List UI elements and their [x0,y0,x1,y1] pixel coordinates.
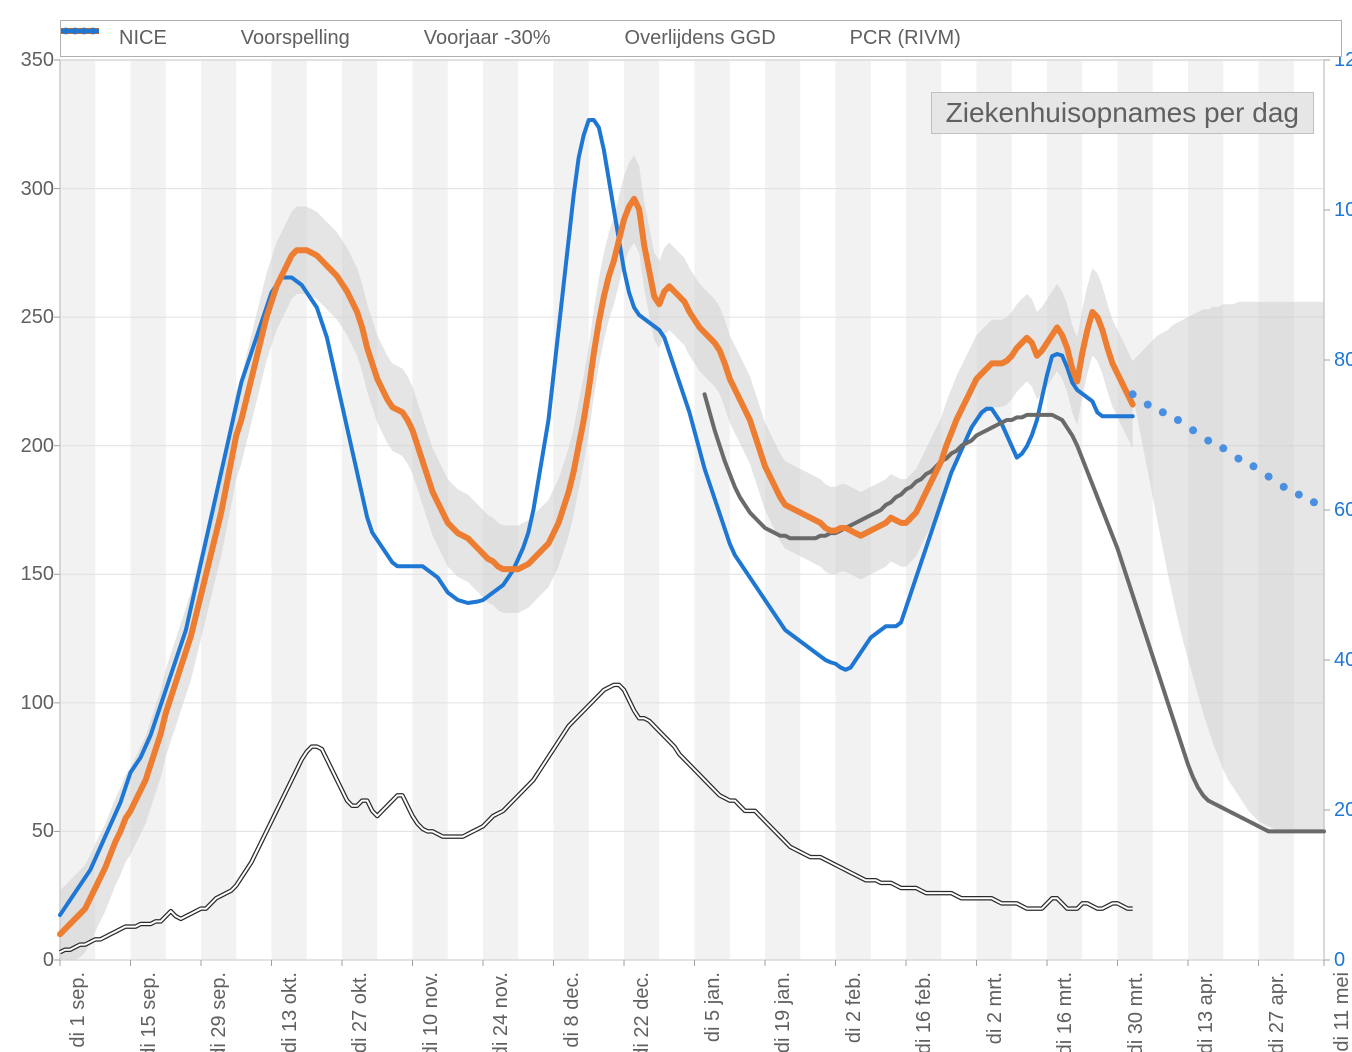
x-tick: di 13 okt. [280,972,300,1052]
y-right-tick: 0 [1334,950,1352,970]
x-tick: di 10 nov. [421,972,441,1052]
legend: NICE Voorspelling Voorjaar -30% Overlijdens… [60,20,1342,57]
y-left-tick: 50 [4,821,54,841]
x-tick: di 8 dec. [562,972,582,1048]
chart-container: NICE Voorspelling Voorjaar -30% Overlijdens… [0,0,1352,1052]
y-left-tick: 300 [4,179,54,199]
x-tick: di 13 apr. [1196,972,1216,1052]
x-tick: di 19 jan. [773,972,793,1052]
x-tick: di 30 mrt. [1126,972,1146,1052]
legend-swatch [579,29,617,49]
x-tick: di 27 okt. [350,972,370,1052]
legend-item: Voorjaar -30% [378,27,551,50]
y-left-tick: 350 [4,50,54,70]
x-tick: di 2 feb. [844,972,864,1043]
chart-svg [0,0,1352,1052]
y-right-tick: 10000 [1334,200,1352,220]
legend-label: Voorjaar -30% [424,27,551,50]
legend-swatch [804,29,842,49]
legend-item: Overlijdens GGD [579,27,776,50]
x-tick: di 29 sep. [209,972,229,1052]
y-left-tick: 250 [4,307,54,327]
y-right-tick: 4000 [1334,650,1352,670]
y-right-tick: 8000 [1334,350,1352,370]
x-tick: di 16 feb. [914,972,934,1052]
y-left-tick: 150 [4,564,54,584]
y-right-tick: 2000 [1334,800,1352,820]
x-tick: di 27 apr. [1267,972,1287,1052]
legend-item: PCR (RIVM) [804,27,961,50]
legend-label: Voorspelling [241,27,350,50]
legend-label: PCR (RIVM) [850,27,961,50]
y-left-tick: 0 [4,950,54,970]
legend-item: Voorspelling [195,27,350,50]
x-tick: di 5 jan. [703,972,723,1042]
x-tick: di 2 mrt. [985,972,1005,1044]
x-tick: di 15 sep. [139,972,159,1052]
x-tick: di 11 mei [1332,972,1352,1052]
y-left-tick: 100 [4,693,54,713]
x-tick: di 24 nov. [491,972,511,1052]
x-tick: di 1 sep. [68,972,88,1048]
legend-swatch [378,29,416,49]
legend-swatch [195,29,233,49]
legend-label: NICE [119,27,167,50]
y-right-tick: 6000 [1334,500,1352,520]
legend-label: Overlijdens GGD [625,27,776,50]
x-tick: di 16 mrt. [1055,972,1075,1052]
x-tick: di 22 dec. [632,972,652,1052]
y-left-tick: 200 [4,436,54,456]
chart-title: Ziekenhuisopnames per dag [931,92,1314,134]
